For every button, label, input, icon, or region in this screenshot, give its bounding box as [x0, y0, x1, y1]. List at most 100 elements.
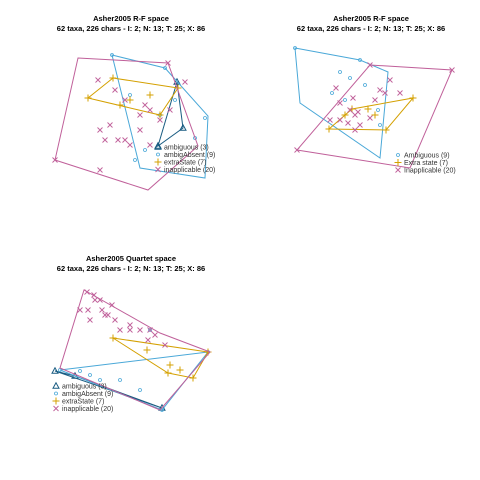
data-point-cross: [95, 77, 101, 83]
data-point-plus: [164, 369, 172, 377]
data-point-circle: [98, 378, 102, 382]
legend-label: Extra state (7): [404, 160, 448, 167]
data-point-plus: [143, 346, 151, 354]
data-point-cross: [162, 342, 168, 348]
legend-symbol-triangle: [154, 142, 162, 150]
chart-title: Asher2005 Quartet space: [86, 254, 176, 263]
chart-panel-quartet-space: Asher2005 Quartet space 62 taxa, 226 cha…: [51, 254, 212, 413]
data-point-circle: [363, 83, 367, 87]
legend-label: ambigAbsent (9): [62, 391, 113, 398]
data-point-plus: [348, 105, 356, 113]
data-point-cross: [107, 122, 113, 128]
data-point-plus: [156, 111, 164, 119]
data-point-circle: [376, 108, 380, 112]
legend-label: extraState (7): [62, 399, 104, 406]
data-point-triangle: [179, 123, 187, 131]
data-point-plus: [176, 366, 184, 374]
data-point-plus: [371, 111, 379, 119]
chart-panel-rf-space-1: Asher2005 R-F space 62 taxa, 226 chars -…: [52, 14, 215, 191]
data-point-cross: [182, 79, 188, 85]
data-point-circle: [378, 123, 382, 127]
data-point-circle: [348, 76, 352, 80]
data-point-circle: [293, 46, 297, 50]
series-hull-cross: [59, 289, 211, 411]
legend-label: ambiguous (3): [62, 384, 107, 391]
chart-subtitle: 62 taxa, 226 chars - I: 2; N: 13; T: 25;…: [57, 264, 205, 273]
data-point-cross: [294, 147, 300, 153]
data-point-plus: [364, 105, 372, 113]
chart-title: Asher2005 R-F space: [333, 14, 409, 23]
data-point-circle: [203, 116, 207, 120]
data-point-cross: [327, 117, 333, 123]
series-hull-cross: [54, 57, 199, 191]
data-point-cross: [449, 67, 455, 73]
data-point-cross: [137, 327, 143, 333]
chart-marks: [293, 46, 455, 169]
data-point-cross: [352, 127, 358, 133]
data-point-circle: [148, 328, 152, 332]
data-point-cross: [357, 122, 363, 128]
legend-label: ambiguous (3): [164, 145, 209, 152]
data-point-triangle: [173, 77, 181, 85]
chart-title: Asher2005 R-F space: [93, 14, 169, 23]
legend-label: ambigAbsent (9): [164, 152, 215, 159]
data-point-cross: [137, 112, 143, 118]
data-point-cross: [350, 95, 356, 101]
data-point-cross: [102, 137, 108, 143]
data-point-circle: [128, 93, 132, 97]
data-point-plus: [341, 111, 349, 119]
chart-subtitle: 62 taxa, 226 chars - I: 2; N: 13; T: 25;…: [57, 24, 205, 33]
series-hull-cross: [296, 64, 453, 169]
data-point-cross: [84, 289, 90, 295]
data-point-cross: [147, 142, 153, 148]
data-point-plus: [84, 94, 92, 102]
chart-subtitle: 62 taxa, 226 chars - I: 2; N: 13; T: 25;…: [297, 24, 445, 33]
data-point-cross: [85, 307, 91, 313]
legend-symbol-cross: [395, 167, 401, 173]
data-point-circle: [133, 158, 137, 162]
data-point-cross: [87, 317, 93, 323]
chart-legend: ambiguous (3)ambigAbsent (9)extraState (…: [154, 142, 215, 174]
series-hull-circle: [111, 54, 209, 179]
data-point-cross: [97, 127, 103, 133]
data-point-cross: [382, 90, 388, 96]
data-point-plus: [126, 96, 134, 104]
data-point-cross: [99, 307, 105, 313]
legend-label: extraState (7): [164, 160, 206, 167]
legend-symbol-triangle: [52, 381, 60, 389]
data-point-cross: [127, 327, 133, 333]
data-point-cross: [117, 327, 123, 333]
data-point-cross: [91, 292, 97, 298]
data-point-circle: [110, 53, 114, 57]
data-point-cross: [372, 97, 378, 103]
data-point-cross: [377, 87, 383, 93]
data-point-cross: [77, 307, 83, 313]
data-point-cross: [352, 112, 358, 118]
data-point-cross: [122, 137, 128, 143]
data-point-cross: [367, 62, 373, 68]
series-hull-circle: [294, 47, 389, 159]
legend-symbol-plus: [52, 397, 60, 405]
series-hull-plus: [86, 77, 179, 116]
data-point-cross: [387, 77, 393, 83]
data-point-cross: [137, 127, 143, 133]
data-point-cross: [102, 312, 108, 318]
data-point-cross: [333, 85, 339, 91]
data-point-circle: [88, 373, 92, 377]
data-point-cross: [157, 117, 163, 123]
data-point-cross: [345, 120, 351, 126]
legend-label: Inapplicable (20): [404, 168, 456, 175]
data-point-circle: [138, 388, 142, 392]
data-point-cross: [92, 297, 98, 303]
data-point-cross: [127, 142, 133, 148]
data-point-circle: [163, 66, 167, 70]
legend-symbol-circle: [54, 391, 58, 396]
data-point-cross: [337, 117, 343, 123]
legend-symbol-plus: [154, 158, 162, 166]
data-point-circle: [338, 70, 342, 74]
series-hull-plus: [327, 97, 415, 131]
data-point-plus: [109, 74, 117, 82]
legend-label: inapplicable (20): [164, 167, 215, 174]
data-point-cross: [52, 157, 58, 163]
data-point-circle: [343, 98, 347, 102]
